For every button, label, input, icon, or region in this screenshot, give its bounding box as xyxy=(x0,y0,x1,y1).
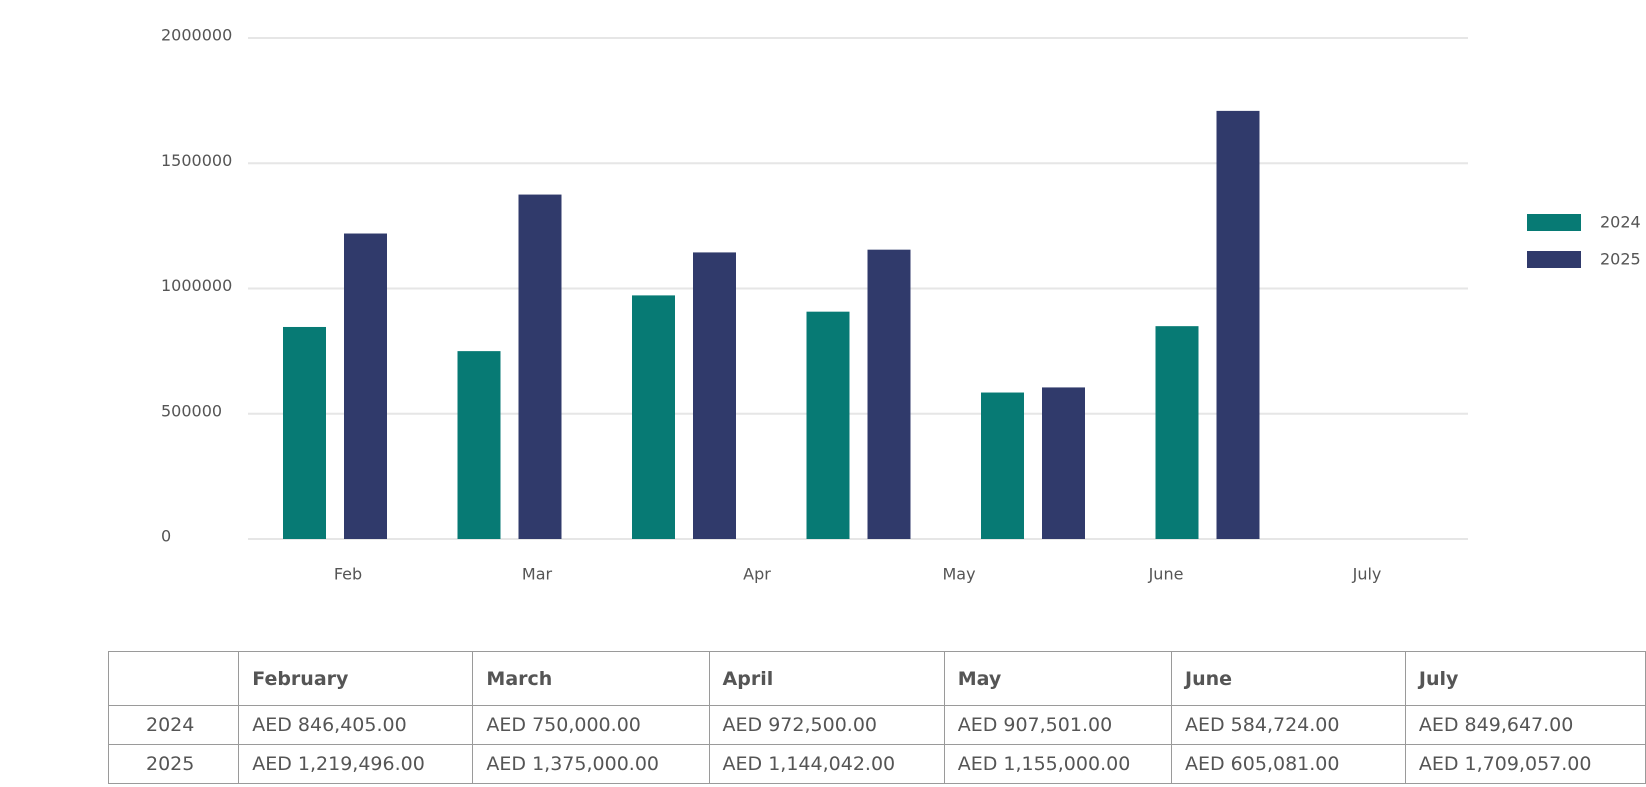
table-cell: AED 1,155,000.00 xyxy=(943,744,1173,784)
table-cell: AED 605,081.00 xyxy=(1171,744,1406,784)
table-cell: AED 1,375,000.00 xyxy=(472,744,710,784)
table-header-cell: May xyxy=(943,651,1173,706)
bar-2024-May xyxy=(806,311,850,539)
bar-2024-Feb xyxy=(283,326,326,539)
bar-2024-Mar xyxy=(457,351,501,539)
y-axis-ticks: 0 500000 1000000 1500000 2000000 xyxy=(161,26,232,546)
table-cell: AED 907,501.00 xyxy=(943,705,1173,745)
bar-2025-Apr xyxy=(693,252,736,539)
x-tick-label: Apr xyxy=(743,565,771,584)
table-row-label: 2024 xyxy=(107,705,240,745)
x-tick-label: Feb xyxy=(334,565,362,584)
y-tick-label: 0 xyxy=(161,527,171,546)
table-row: 2024 AED 846,405.00 AED 750,000.00 AED 9… xyxy=(107,705,1646,745)
table-cell: AED 584,724.00 xyxy=(1171,705,1406,745)
table-header-cell: February xyxy=(238,651,474,706)
bar-2025-Mar xyxy=(518,194,562,539)
table-cell: AED 846,405.00 xyxy=(238,705,474,745)
bar-2024-July xyxy=(1155,326,1199,539)
data-table: February March April May June July 2024 … xyxy=(107,651,1646,784)
legend-swatch xyxy=(1527,214,1581,231)
bar-2025-Feb xyxy=(344,233,387,540)
table-header-cell: March xyxy=(472,651,710,706)
table-header-corner xyxy=(107,651,240,706)
table-cell: AED 972,500.00 xyxy=(708,705,945,745)
bar-2025-May xyxy=(867,249,911,540)
y-tick-label: 2000000 xyxy=(161,26,232,45)
table-header-cell: April xyxy=(708,651,945,706)
table-header-row: February March April May June July xyxy=(107,651,1646,706)
x-tick-label: Mar xyxy=(522,565,553,584)
bar-2024-Apr xyxy=(632,295,675,539)
bars xyxy=(283,110,1260,540)
x-tick-label: May xyxy=(942,565,975,584)
x-axis-ticks: Feb Mar Apr May June July xyxy=(334,565,1382,584)
legend-label: 2025 xyxy=(1600,250,1641,269)
bar-2025-June xyxy=(1042,387,1085,539)
table-cell: AED 849,647.00 xyxy=(1404,705,1646,745)
x-tick-label: June xyxy=(1148,565,1184,584)
table-header-cell: July xyxy=(1404,651,1646,706)
bar-2024-June xyxy=(981,392,1024,539)
y-tick-label: 500000 xyxy=(161,401,222,420)
legend: 2024 2025 xyxy=(1527,213,1641,269)
table-row-label: 2025 xyxy=(107,744,240,784)
y-tick-label: 1500000 xyxy=(161,151,232,170)
bar-2025-July xyxy=(1216,110,1260,539)
bar-chart: 0 500000 1000000 1500000 2000000 Feb Mar Apr Ma… xyxy=(161,26,1641,584)
y-tick-label: 1000000 xyxy=(161,276,232,295)
table-cell: AED 750,000.00 xyxy=(472,705,710,745)
gridlines xyxy=(248,37,1468,540)
table-cell: AED 1,144,042.00 xyxy=(708,744,945,784)
x-tick-label: July xyxy=(1352,565,1382,584)
table-row: 2025 AED 1,219,496.00 AED 1,375,000.00 A… xyxy=(107,744,1646,784)
table-cell: AED 1,709,057.00 xyxy=(1404,744,1646,784)
table-cell: AED 1,219,496.00 xyxy=(238,744,474,784)
legend-label: 2024 xyxy=(1600,213,1641,232)
legend-swatch xyxy=(1527,251,1581,268)
table-header-cell: June xyxy=(1171,651,1406,706)
